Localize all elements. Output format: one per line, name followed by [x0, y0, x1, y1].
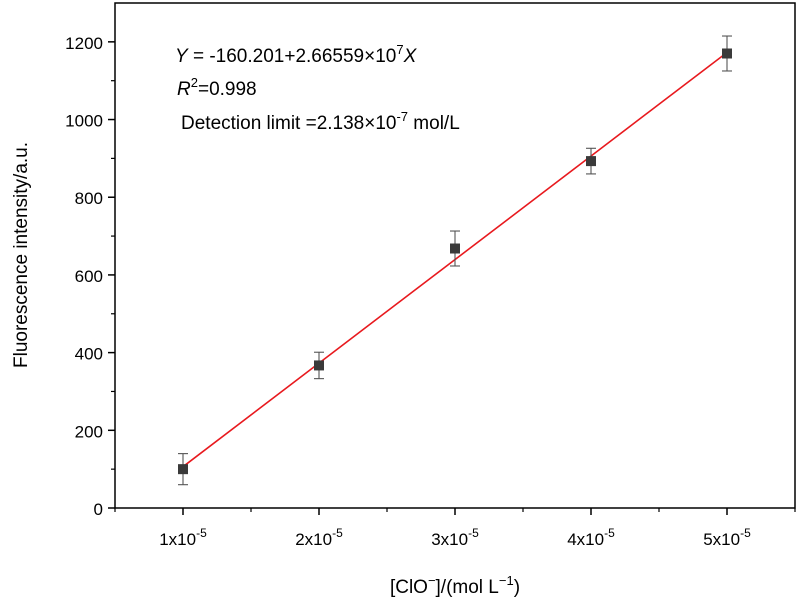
x-tick-label: 4x10-5	[567, 526, 615, 549]
data-point-marker	[314, 360, 324, 371]
x-tick-label: 1x10-5	[159, 526, 207, 549]
y-tick-label: 0	[94, 500, 103, 519]
y-tick-label: 800	[75, 189, 103, 208]
data-point-marker	[178, 464, 188, 475]
x-tick-label: 5x10-5	[703, 526, 751, 549]
y-tick-label: 400	[75, 345, 103, 364]
detection-limit: Detection limit =2.138×10-7 mol/L	[181, 109, 460, 134]
x-tick-label: 3x10-5	[431, 526, 479, 549]
y-axis-ticks: 0 200 400 600 800 1000 1200	[65, 34, 115, 519]
x-axis-ticks: 1x10-5 2x10-5 3x10-5 4x10-5 5x10-5	[114, 508, 796, 549]
data-points-layer	[178, 35, 732, 486]
y-tick-label: 600	[75, 267, 103, 286]
x-axis-title: [ClO−]/(mol L−1)	[390, 573, 520, 598]
r-squared: R2=0.998	[177, 75, 257, 100]
x-tick-label: 2x10-5	[295, 526, 343, 549]
y-tick-label: 1200	[65, 34, 103, 53]
data-point-group	[722, 35, 732, 72]
y-axis-title: Fluorescence intensity/a.u.	[11, 142, 32, 368]
fit-equation: Y = -160.201+2.66559×107X	[175, 42, 418, 67]
data-point-group	[178, 453, 188, 486]
y-tick-label: 1000	[65, 112, 103, 131]
data-point-group	[586, 147, 596, 175]
y-tick-label: 200	[75, 422, 103, 441]
data-point-marker	[586, 156, 596, 167]
data-point-marker	[722, 48, 732, 59]
data-point-group	[450, 230, 460, 267]
data-point-marker	[450, 243, 460, 254]
data-point-group	[314, 351, 324, 380]
